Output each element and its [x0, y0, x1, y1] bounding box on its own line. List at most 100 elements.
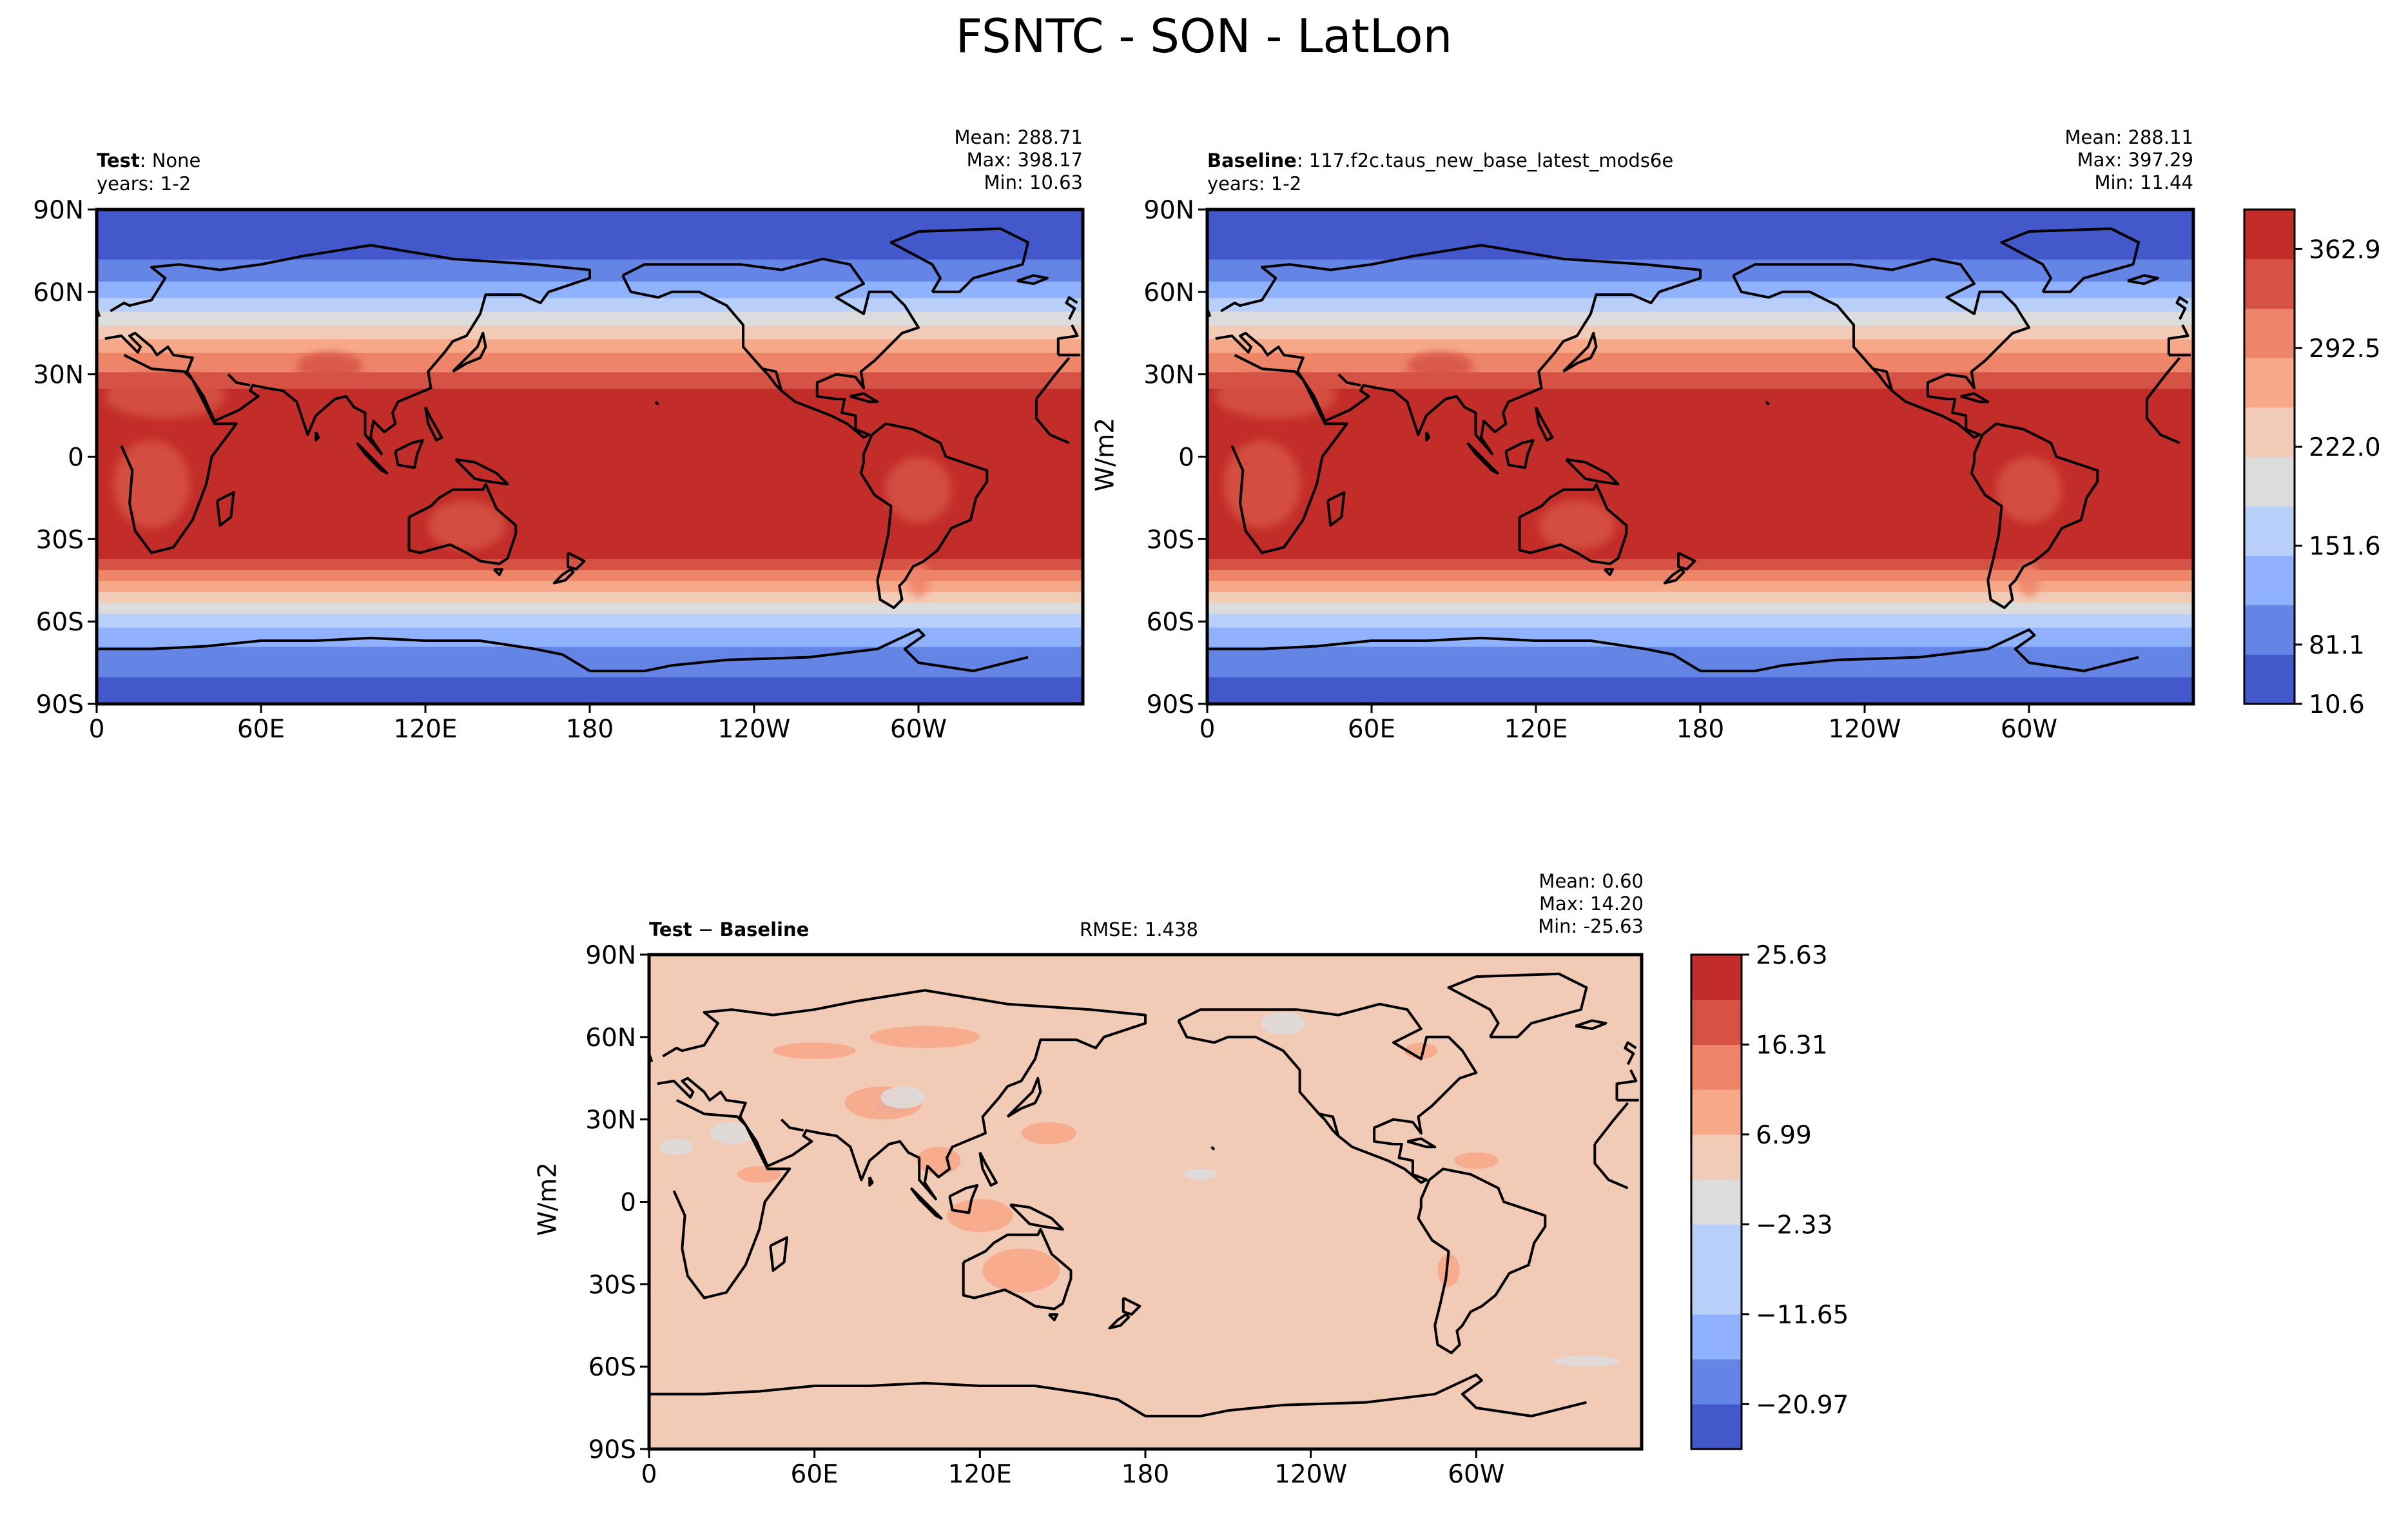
baseline-ytick-label: 30N	[1143, 361, 1194, 390]
baseline-coast-namerica	[1732, 257, 2030, 439]
baseline-ytick-label: 60S	[1147, 608, 1194, 637]
baseline-xtick-label: 120W	[1828, 715, 1901, 744]
diff-coast-britain	[1624, 1041, 1637, 1066]
diff-coast-africa	[672, 1099, 791, 1299]
diff-coast-antarctica	[1145, 1373, 1587, 1417]
diff-xtick-label: 60W	[1448, 1460, 1504, 1489]
baseline-band	[1207, 569, 2193, 581]
diff-coast-borneo	[948, 1183, 979, 1214]
diff-colorbar-swatch	[1691, 1134, 1742, 1180]
test-ytick-label: 60S	[36, 608, 84, 637]
baseline-ytick-label: 60N	[1143, 278, 1194, 307]
test-coast-srilanka	[315, 431, 320, 442]
test-xtick-label: 180	[566, 715, 614, 744]
diff-coast-africa	[1593, 1144, 1629, 1190]
test-coast-baja	[761, 367, 782, 392]
test-coast-antarctica	[590, 628, 1029, 672]
baseline-ytick-label: 90S	[1147, 690, 1194, 719]
diff-coast-iceland	[1575, 1019, 1607, 1030]
test-band	[97, 558, 1083, 570]
baseline-coast-cuba	[1960, 392, 1990, 404]
baseline-land-shade	[1996, 456, 2062, 523]
diff-coast-newguinea	[1009, 1203, 1064, 1231]
baseline-stats: Mean: 288.11 Max: 397.29 Min: 11.44	[2065, 126, 2193, 194]
baseline-coast-sumatra	[1466, 442, 1499, 475]
baseline-ytick-label: 30S	[1147, 525, 1194, 554]
diff-colorbar-swatch	[1691, 1404, 1742, 1450]
baseline-coast-africa	[2146, 356, 2181, 400]
baseline-ytick-label: 0	[1178, 443, 1194, 472]
diff-min: Min: -25.63	[1538, 915, 1644, 937]
baseline-land-shade	[1223, 440, 1301, 529]
baseline-coast-tasmania	[1603, 568, 1614, 576]
baseline-coast-africa	[2145, 399, 2180, 445]
diff-anomaly	[1437, 1254, 1460, 1287]
test-land-shade	[428, 500, 505, 550]
test-band	[97, 627, 1083, 647]
baseline-land-shade	[2018, 563, 2040, 597]
test-stats: Mean: 288.71 Max: 398.17 Min: 10.63	[955, 126, 1083, 194]
baseline-band	[1207, 324, 2193, 340]
test-land-shade	[886, 456, 951, 523]
diff-coast-eurasia	[1615, 1069, 1638, 1100]
baseline-xtick-label: 60W	[2001, 715, 2057, 744]
baseline-band	[1207, 676, 2193, 704]
test-coast-cuba	[850, 392, 879, 404]
test-coast-africa	[1034, 399, 1070, 445]
test-panel-label: Test: None	[97, 150, 201, 171]
diff-ytick-label: 0	[620, 1189, 636, 1218]
test-ytick-label: 90S	[36, 690, 84, 719]
diff-coast-srilanka	[868, 1176, 874, 1187]
test-band	[97, 569, 1083, 581]
field-colorbar-swatch	[2244, 407, 2295, 457]
baseline-band	[1207, 591, 2193, 603]
diff-colorbar-swatch	[1691, 1044, 1742, 1090]
test-coast-africa	[120, 354, 238, 554]
test-coast-newguinea	[454, 458, 509, 486]
baseline-panel-label: Baseline: 117.f2c.taus_new_base_latest_m…	[1207, 150, 1674, 171]
test-band	[97, 352, 1083, 373]
baseline-band	[1207, 209, 2193, 260]
baseline-coast-newguinea	[1565, 458, 1620, 486]
baseline-coast-philippines	[1535, 406, 1554, 442]
baseline-coast-arabia_gulf	[1337, 373, 1361, 387]
test-coast-britain	[1065, 296, 1078, 320]
diff-ytick-label: 90S	[588, 1435, 636, 1464]
test-ytick-label: 60N	[33, 278, 84, 307]
test-ytick-label: 30N	[33, 361, 84, 390]
baseline-coast-srilanka	[1425, 431, 1431, 442]
baseline-coast-eurasia	[1215, 244, 1702, 456]
diff-anomaly	[916, 1147, 961, 1174]
diff-coast-arabia_gulf	[780, 1118, 804, 1132]
test-band	[97, 324, 1083, 340]
baseline-band	[1207, 580, 2193, 592]
diff-coast-greenland	[1447, 972, 1588, 1038]
diff-map	[649, 955, 1642, 1449]
diff-colorbar-label: −11.65	[1756, 1301, 1849, 1330]
diff-panel-label: Test − Baseline	[649, 919, 810, 940]
baseline-years: years: 1-2	[1207, 173, 1302, 195]
test-ytick-label: 0	[68, 443, 84, 472]
field-colorbar-label: 292.5	[2309, 335, 2381, 364]
diff-coast-tasmania	[1047, 1313, 1059, 1321]
diff-coast-eurasia	[657, 989, 1147, 1201]
test-coast-antarctica	[97, 636, 591, 672]
diff-ytick-label: 90N	[585, 941, 636, 970]
baseline-coast-australia	[1518, 483, 1628, 565]
test-coast-namerica	[621, 257, 920, 439]
diff-background	[649, 955, 1642, 1449]
test-coast-nz	[567, 551, 586, 571]
field-colorbar-swatch	[2244, 654, 2295, 705]
baseline-xtick-label: 60E	[1348, 715, 1395, 744]
diff-anomaly	[1021, 1122, 1077, 1145]
test-band	[97, 580, 1083, 592]
diff-coast-namerica	[1177, 1002, 1478, 1184]
diff-anomaly	[1261, 1012, 1306, 1035]
test-xtick-label: 120E	[393, 715, 457, 744]
diff-colorbar-label: −2.33	[1756, 1211, 1833, 1240]
diff-max: Max: 14.20	[1539, 893, 1644, 915]
test-coast-samerica	[859, 422, 989, 609]
baseline-xtick-label: 0	[1199, 715, 1216, 744]
test-coast-eurasia	[1056, 324, 1079, 355]
diff-anomaly	[660, 1138, 694, 1156]
